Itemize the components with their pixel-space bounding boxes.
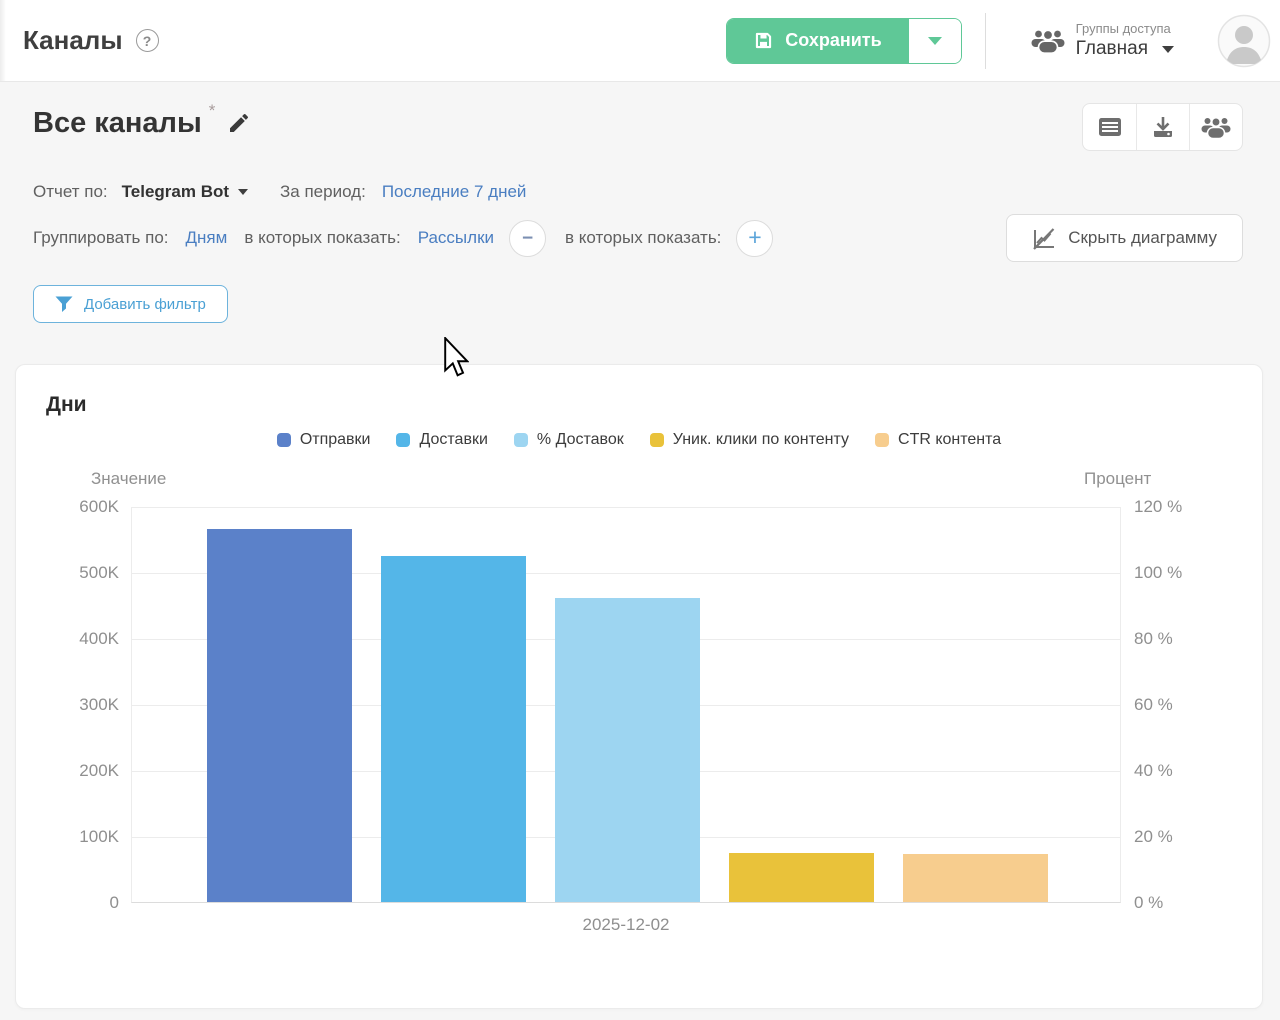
legend-label: CTR контента — [898, 431, 1002, 448]
left-axis-tick: 300K — [79, 695, 119, 714]
page-title: Каналы — [23, 25, 123, 55]
add-filter-button[interactable]: Добавить фильтр — [33, 285, 228, 323]
gridline — [132, 507, 1120, 508]
save-button-label: Сохранить — [785, 30, 882, 50]
show-in-label-2: в которых показать: — [565, 228, 722, 247]
header-divider — [984, 12, 986, 69]
legend-swatch — [875, 433, 890, 447]
access-group-value: Главная — [1075, 38, 1148, 59]
left-axis-tick: 600K — [79, 497, 119, 516]
legend-item[interactable]: % Доставок — [513, 431, 624, 449]
report-by-value: Telegram Bot — [121, 182, 230, 201]
period-label: За период: — [280, 182, 366, 201]
avatar[interactable] — [1217, 14, 1271, 68]
right-axis-tick: 20 % — [1134, 827, 1173, 846]
chart-bar[interactable] — [207, 529, 352, 902]
left-axis-ticks: 600K 500K 400K 300K 200K 100K 0 — [16, 497, 119, 912]
legend-swatch — [513, 433, 528, 447]
chart-title: Дни — [46, 393, 87, 416]
table-view-button[interactable] — [1083, 104, 1136, 150]
group-by-link[interactable]: Дням — [185, 228, 228, 247]
plus-icon: + — [748, 223, 762, 250]
filter-funnel-icon — [55, 296, 73, 313]
access-group-label: Группы доступа — [1075, 21, 1171, 36]
people-icon — [1201, 115, 1231, 139]
access-group-text: Группы доступа Главная — [1076, 21, 1174, 60]
left-axis-tick: 500K — [79, 563, 119, 582]
legend-label: Отправки — [299, 431, 371, 448]
edit-title-icon[interactable] — [227, 111, 251, 140]
left-axis-tick: 400K — [79, 629, 119, 648]
chart-bar[interactable] — [555, 598, 700, 902]
legend-swatch — [276, 433, 291, 447]
hide-chart-icon — [1032, 227, 1055, 250]
left-axis-title: Значение — [91, 469, 167, 488]
chart-plot — [131, 507, 1121, 903]
show-in-link[interactable]: Рассылки — [417, 228, 495, 247]
download-icon — [1152, 116, 1174, 138]
hide-chart-label: Скрыть диаграмму — [1068, 228, 1217, 247]
minus-icon: − — [521, 227, 534, 249]
show-in-label: в которых показать: — [244, 228, 401, 247]
access-group-selector[interactable]: Группы доступа Главная — [1031, 21, 1174, 60]
content: Все каналы * — [0, 101, 1280, 1009]
right-axis-tick: 100 % — [1134, 563, 1183, 582]
hide-chart-button[interactable]: Скрыть диаграмму — [1006, 214, 1243, 262]
report-settings-row: Отчет по: Telegram Bot За период: Послед… — [33, 181, 1243, 203]
chevron-down-icon — [1162, 45, 1174, 53]
top-bar: Каналы ? Сохранить — [0, 0, 1280, 82]
legend-label: Уник. клики по контенту — [672, 431, 850, 448]
group-by-label: Группировать по: — [33, 228, 169, 247]
legend-item[interactable]: CTR контента — [875, 431, 1001, 449]
legend-swatch — [396, 433, 411, 447]
right-axis-tick: 120 % — [1134, 497, 1183, 516]
right-axis-tick: 60 % — [1134, 695, 1173, 714]
save-dropdown-button[interactable] — [907, 18, 961, 63]
right-axis-tick: 0 % — [1134, 893, 1164, 912]
report-title: Все каналы — [33, 107, 202, 139]
legend-item[interactable]: Уник. клики по контенту — [649, 431, 850, 449]
legend-label: % Доставок — [536, 431, 624, 448]
legend-item[interactable]: Отправки — [276, 431, 371, 449]
download-button[interactable] — [1136, 104, 1189, 150]
chart-bar[interactable] — [903, 854, 1048, 902]
left-axis-tick: 100K — [79, 827, 119, 846]
save-icon — [753, 30, 774, 51]
add-filter-label: Добавить фильтр — [84, 295, 206, 313]
add-metric-button[interactable]: + — [736, 219, 774, 257]
period-link[interactable]: Последние 7 дней — [381, 182, 527, 201]
save-button-group: Сохранить — [726, 17, 962, 64]
required-mark: * — [208, 101, 216, 120]
chart-legend: Отправки Доставки % Доставок Уник. клики по… — [16, 431, 1262, 449]
right-axis-tick: 80 % — [1134, 629, 1173, 648]
chevron-down-icon — [238, 189, 249, 195]
remove-metric-button[interactable]: − — [509, 219, 547, 257]
report-actions-group — [1082, 103, 1243, 151]
gridline — [132, 573, 1120, 574]
chevron-down-icon — [927, 36, 942, 45]
right-axis-tick: 40 % — [1134, 761, 1173, 780]
right-axis-title: Процент — [1084, 469, 1152, 488]
chart-bar[interactable] — [381, 556, 526, 902]
chart-bar[interactable] — [729, 853, 874, 902]
legend-label: Доставки — [419, 431, 488, 448]
left-axis-tick: 200K — [79, 761, 119, 780]
save-button[interactable]: Сохранить — [727, 18, 908, 63]
legend-swatch — [649, 433, 664, 447]
report-by-label: Отчет по: — [33, 182, 108, 201]
help-icon[interactable]: ? — [135, 29, 159, 52]
report-title-row: Все каналы * — [33, 101, 1243, 151]
report-by-select[interactable]: Telegram Bot — [121, 182, 249, 202]
legend-item[interactable]: Доставки — [396, 431, 488, 449]
right-axis-ticks: 120 % 100 % 80 % 60 % 40 % 20 % 0 % — [1134, 497, 1254, 912]
x-axis-label: 2025-12-02 — [582, 915, 670, 934]
group-people-icon — [1031, 27, 1065, 54]
grouping-row: Группировать по: Дням в которых показать… — [33, 214, 1243, 262]
table-list-icon — [1098, 118, 1121, 136]
share-access-button[interactable] — [1189, 104, 1242, 150]
chart-card: Дни Отправки Доставки % Доставок Уник. клик… — [15, 364, 1263, 1009]
left-axis-tick: 0 — [109, 893, 119, 912]
